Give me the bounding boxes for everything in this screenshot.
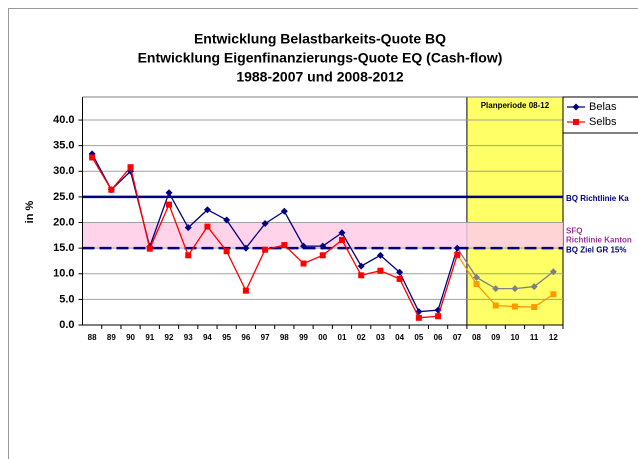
y-tick-label: 15.0: [53, 242, 74, 254]
data-point: [261, 220, 269, 228]
x-tick-label: 95: [222, 333, 231, 342]
data-point: [435, 313, 442, 320]
legend-label: Belas: [589, 101, 617, 113]
chart-title: 1988-2007 und 2008-2012: [236, 69, 404, 85]
chart-title: Entwicklung Belastbarkeits-Quote BQ: [194, 31, 446, 47]
data-point: [377, 267, 384, 274]
data-point: [281, 242, 288, 249]
x-tick-label: 90: [126, 333, 135, 342]
y-tick-label: 25.0: [53, 191, 74, 203]
data-point: [204, 223, 211, 230]
data-point: [473, 281, 480, 288]
x-tick-label: 99: [299, 333, 308, 342]
data-point: [511, 285, 519, 293]
x-tick-label: 91: [145, 333, 154, 342]
data-point: [376, 251, 384, 259]
x-tick-label: 07: [453, 333, 462, 342]
x-tick-label: 08: [472, 333, 481, 342]
data-point: [338, 236, 345, 243]
x-tick-label: 94: [203, 333, 212, 342]
data-point: [319, 252, 326, 259]
x-tick-label: 04: [395, 333, 404, 342]
data-point: [550, 291, 557, 298]
data-point: [473, 273, 481, 281]
data-point: [358, 272, 365, 279]
data-point: [531, 304, 538, 311]
x-tick-label: 98: [280, 333, 289, 342]
series-line: [91, 157, 458, 319]
x-tick-label: 12: [549, 333, 558, 342]
data-point: [453, 244, 461, 252]
data-point: [415, 314, 422, 321]
legend-label: Selbs: [589, 116, 617, 128]
data-point: [549, 268, 557, 276]
legend-box: [562, 96, 638, 134]
legend-marker: [572, 103, 580, 111]
data-point: [454, 251, 461, 258]
x-tick-label: 11: [530, 333, 539, 342]
x-tick-label: 02: [357, 333, 366, 342]
data-point: [146, 245, 153, 252]
data-point: [357, 262, 365, 270]
y-tick-label: 35.0: [53, 140, 74, 152]
data-point: [338, 229, 346, 237]
x-tick-label: 09: [491, 333, 500, 342]
data-point: [165, 189, 173, 197]
data-point: [492, 285, 500, 293]
y-tick-label: 5.0: [59, 293, 74, 305]
series-line-plan: [456, 247, 554, 290]
data-point: [300, 260, 307, 267]
data-point: [280, 207, 288, 215]
plan-region-label: Planperiode 08-12: [481, 101, 550, 110]
data-point: [396, 268, 404, 276]
x-tick-label: 05: [414, 333, 423, 342]
data-point: [223, 216, 231, 224]
x-tick-label: 00: [318, 333, 327, 342]
data-point: [300, 242, 308, 250]
series-line-plan: [456, 254, 554, 308]
y-tick-label: 20.0: [53, 216, 74, 228]
data-point: [511, 303, 518, 310]
band-label: SFQ: [566, 226, 582, 235]
data-point: [396, 275, 403, 282]
x-tick-label: 89: [107, 333, 116, 342]
data-point: [319, 242, 327, 250]
y-tick-label: 40.0: [53, 114, 74, 126]
x-tick-label: 06: [434, 333, 443, 342]
data-point: [223, 248, 230, 255]
chart-title: Entwicklung Eigenfinanzierungs-Quote EQ …: [138, 50, 503, 66]
data-point: [242, 244, 250, 252]
data-point: [108, 186, 115, 193]
data-point: [530, 283, 538, 291]
data-point: [203, 206, 211, 214]
x-tick-label: 10: [510, 333, 519, 342]
y-axis-label: in %: [24, 200, 36, 223]
x-tick-label: 97: [261, 333, 270, 342]
x-tick-label: 88: [88, 333, 97, 342]
x-tick-label: 92: [165, 333, 174, 342]
data-point: [184, 224, 192, 232]
x-tick-label: 93: [184, 333, 193, 342]
reference-line-label: BQ Ziel GR 15%: [566, 245, 626, 254]
y-tick-label: 30.0: [53, 165, 74, 177]
y-tick-label: 0.0: [59, 319, 74, 331]
legend-marker: [573, 119, 579, 125]
band-label: Richtlinie Kanton: [566, 235, 632, 244]
x-tick-label: 01: [338, 333, 347, 342]
data-point: [185, 252, 192, 259]
data-point: [165, 201, 172, 208]
data-point: [127, 164, 134, 171]
y-tick-label: 10.0: [53, 268, 74, 280]
x-tick-label: 96: [241, 333, 250, 342]
data-point: [492, 302, 499, 309]
data-point: [262, 246, 269, 253]
x-tick-label: 03: [376, 333, 385, 342]
data-point: [242, 287, 249, 294]
reference-line-label: BQ Richtlinie Ka: [566, 194, 629, 203]
series-line: [91, 153, 458, 313]
data-point: [89, 154, 96, 161]
